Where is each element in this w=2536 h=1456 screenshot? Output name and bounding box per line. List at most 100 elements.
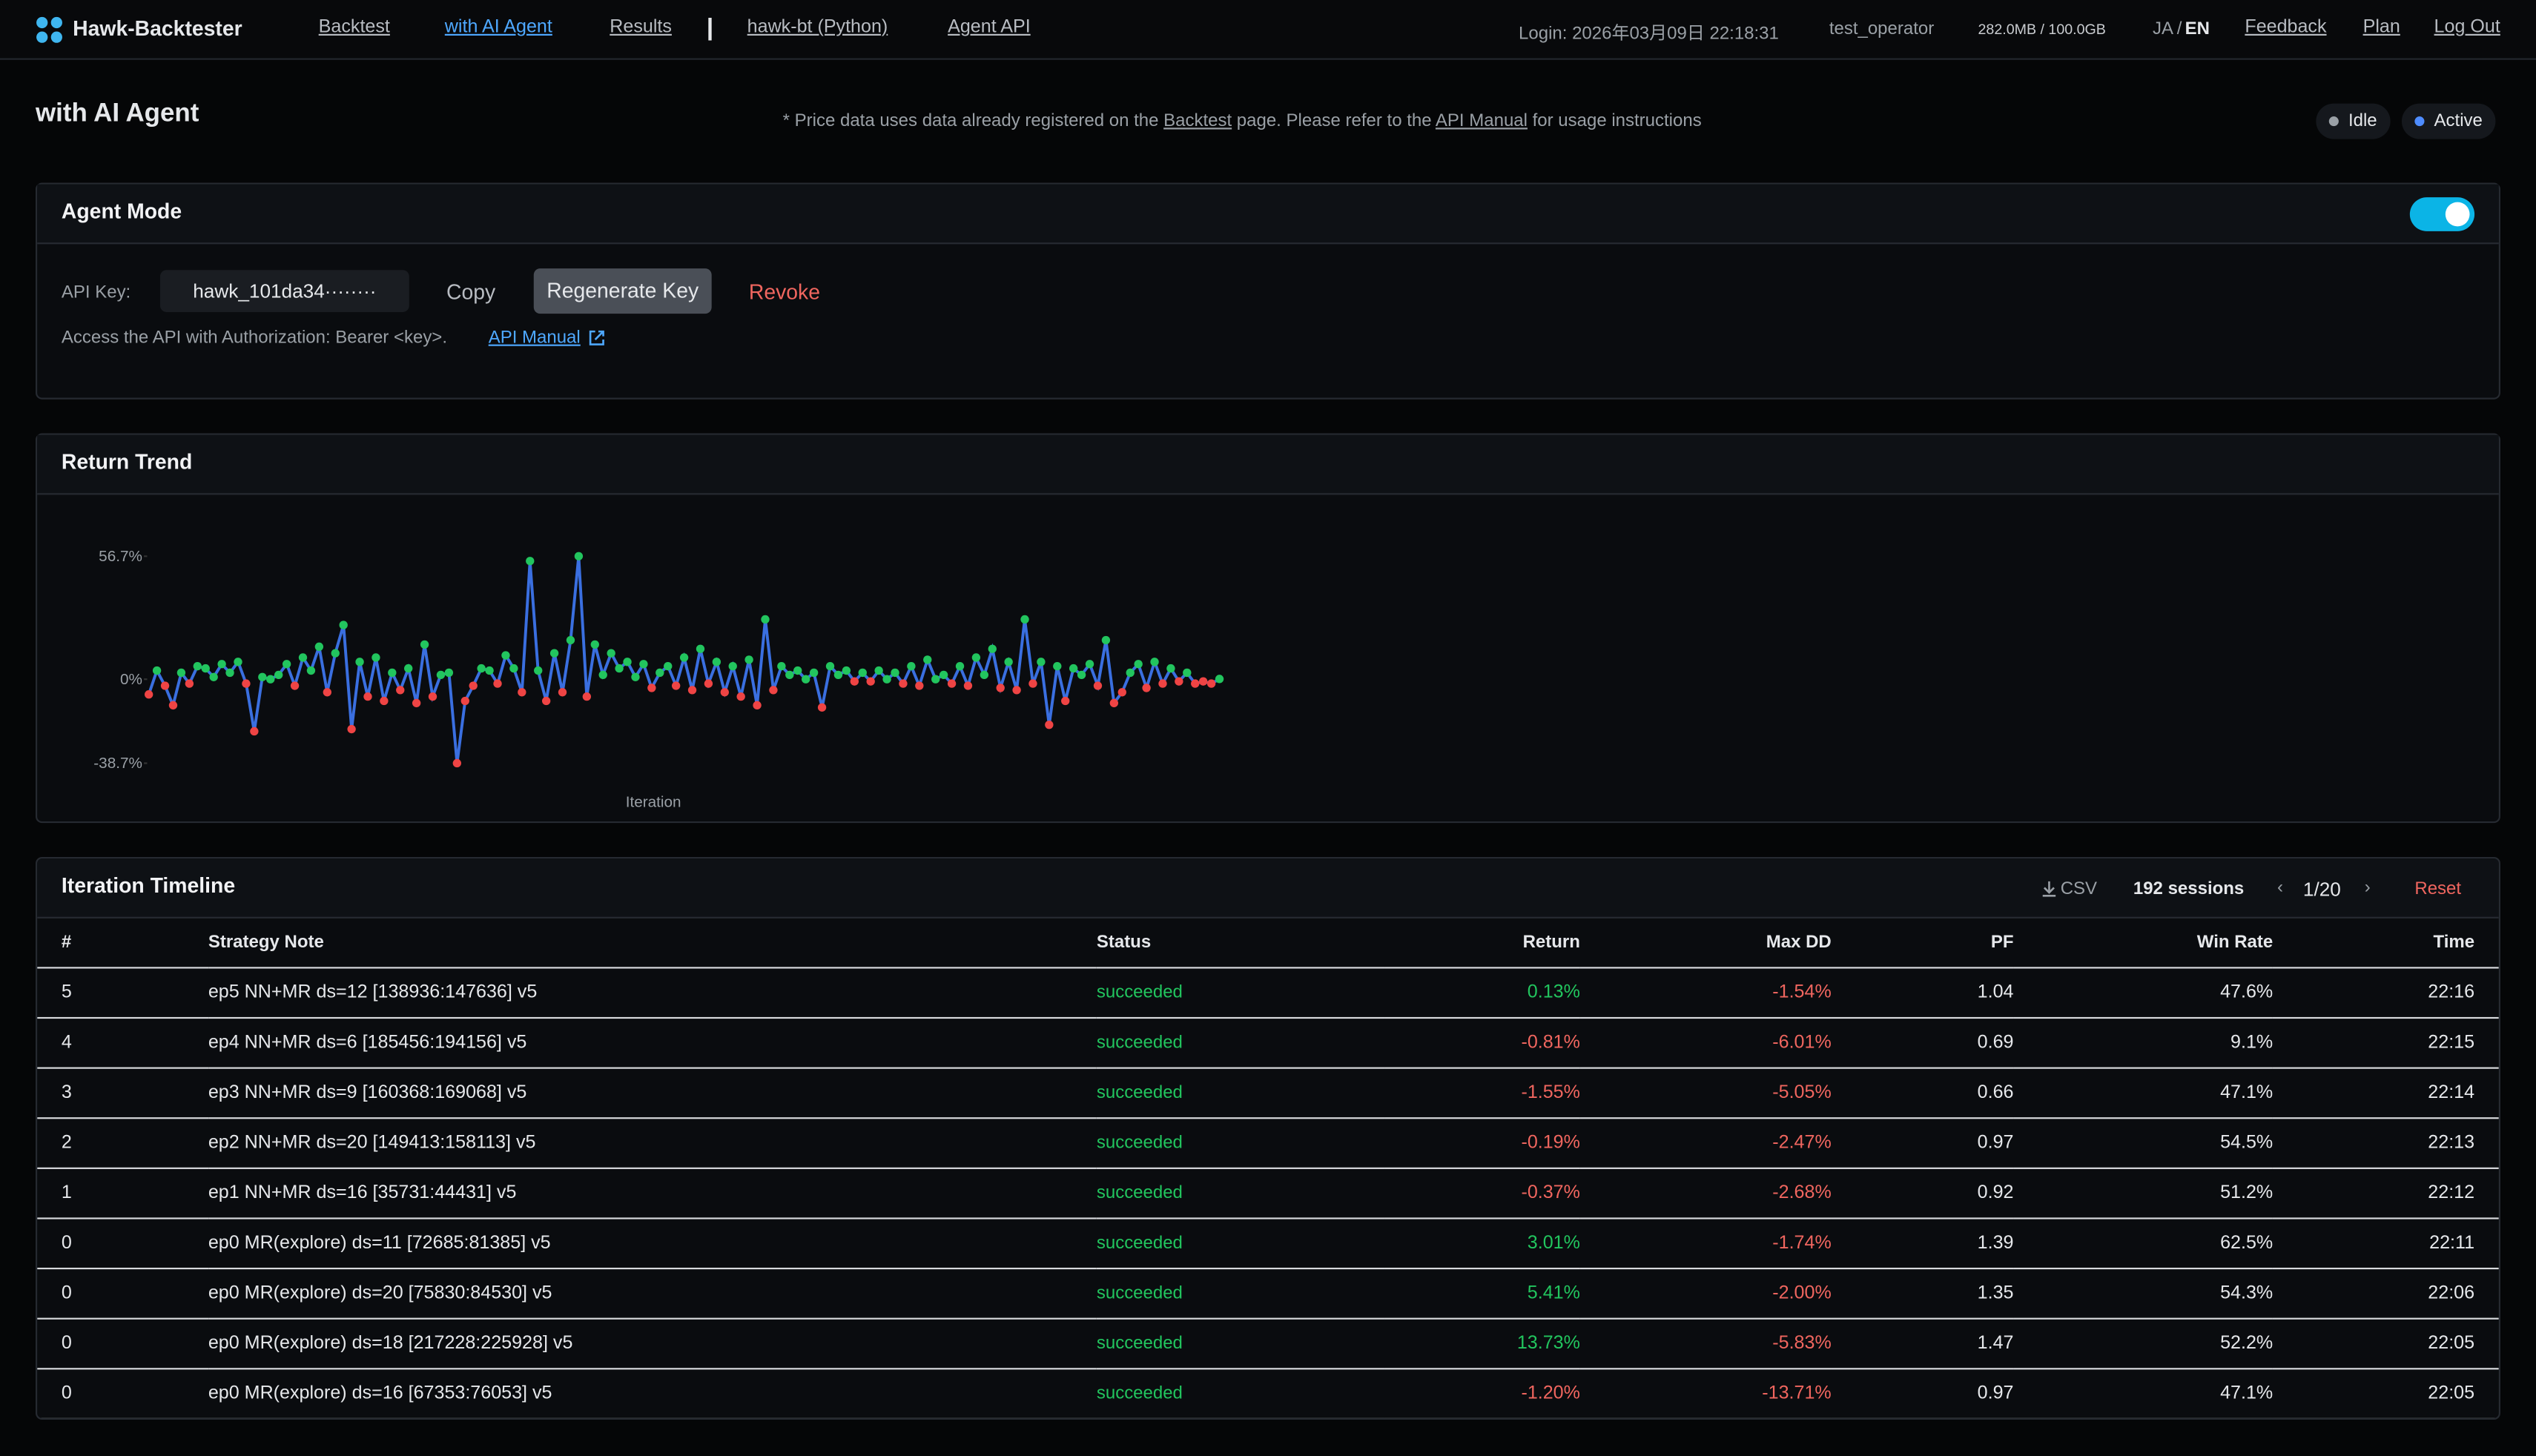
- nav-link[interactable]: with AI Agent: [444, 17, 552, 38]
- data-point: [647, 684, 656, 692]
- table-cell: 54.3%: [2220, 1283, 2274, 1303]
- lang-en[interactable]: EN: [2185, 19, 2210, 39]
- column-header: Max DD: [1766, 933, 1832, 953]
- api-key-field[interactable]: hawk_101da34········: [159, 270, 409, 312]
- data-point: [209, 672, 218, 681]
- data-point: [558, 688, 567, 697]
- table-row: 2 ep2 NN+MR ds=20 [149413:158113] v5 succe…: [37, 1118, 2499, 1168]
- data-point: [631, 672, 640, 681]
- header-row: # Strategy Note Status Return Max DD PF Win Ra…: [37, 919, 2499, 968]
- next-page[interactable]: ›: [2364, 878, 2371, 898]
- help-link[interactable]: API Manual: [488, 328, 581, 348]
- table-cell: 3: [61, 1083, 72, 1103]
- column-header: Return: [1522, 933, 1580, 953]
- data-point: [623, 658, 632, 666]
- prev-page[interactable]: ‹: [2276, 878, 2283, 898]
- data-point: [744, 655, 753, 664]
- nav-link[interactable]: Log Out: [2434, 17, 2500, 38]
- data-point: [1126, 668, 1135, 678]
- data-point: [785, 670, 794, 680]
- reset-button[interactable]: Reset: [2414, 879, 2462, 899]
- logo: [36, 16, 62, 43]
- table-cell: 9.1%: [2230, 1033, 2274, 1053]
- notice-text: for usage instructions: [1527, 111, 1702, 131]
- revoke-button[interactable]: Revoke: [748, 279, 820, 305]
- table-cell: 1.35: [1977, 1283, 2014, 1303]
- table-cell: 0: [61, 1334, 72, 1354]
- table-cell: 1.39: [1977, 1234, 2014, 1254]
- table-cell: ep2 NN+MR ds=20 [149413:158113] v5: [208, 1133, 536, 1154]
- data-point: [574, 552, 584, 560]
- table-cell: succeeded: [1096, 1033, 1183, 1053]
- data-point: [1037, 658, 1046, 666]
- data-point: [1101, 635, 1111, 645]
- data-point: [160, 681, 170, 690]
- table-cell: -2.68%: [1772, 1183, 1832, 1203]
- table-cell: succeeded: [1096, 1183, 1183, 1203]
- status-pill: Idle: [2316, 103, 2391, 139]
- data-point: [282, 660, 291, 669]
- data-point: [501, 651, 510, 660]
- table-cell: -1.20%: [1521, 1384, 1580, 1404]
- regenerate-button[interactable]: Regenerate Key: [533, 268, 712, 314]
- data-point: [582, 692, 592, 701]
- data-point: [1077, 670, 1086, 680]
- data-point: [306, 666, 316, 675]
- column-header: Time: [2433, 933, 2475, 953]
- table-cell: 0.92: [1977, 1183, 2014, 1203]
- toggle[interactable]: [2409, 197, 2475, 231]
- nav-link[interactable]: Agent API: [948, 17, 1031, 38]
- data-point: [980, 670, 989, 680]
- data-point: [915, 681, 924, 690]
- timeline-table: # Strategy Note Status Return Max DD PF Win Ra…: [37, 919, 2499, 1418]
- data-point: [509, 664, 518, 673]
- nav-link[interactable]: Feedback: [2245, 17, 2327, 38]
- data-point: [428, 692, 437, 701]
- data-point: [372, 653, 380, 662]
- data-point: [1004, 658, 1013, 666]
- data-point: [679, 653, 689, 662]
- nav-link[interactable]: Results: [610, 17, 672, 38]
- table-row: 0 ep0 MR(explore) ds=20 [75830:84530] v5 s…: [37, 1268, 2499, 1319]
- nav-link[interactable]: hawk-bt (Python): [747, 17, 888, 38]
- table-cell: 0: [61, 1234, 72, 1254]
- copy-button[interactable]: Copy: [446, 279, 496, 305]
- data-point: [1191, 679, 1200, 688]
- table-cell: 51.2%: [2220, 1183, 2274, 1203]
- data-point: [493, 679, 502, 688]
- data-point: [355, 658, 364, 666]
- data-point: [314, 642, 324, 652]
- data-point: [753, 701, 762, 710]
- data-point: [396, 686, 405, 695]
- notice-link[interactable]: Backtest: [1163, 111, 1232, 131]
- data-point: [1093, 681, 1103, 690]
- csv-button[interactable]: CSV: [2060, 879, 2098, 899]
- status-pill: Active: [2401, 103, 2496, 139]
- table-cell: 47.1%: [2220, 1384, 2274, 1404]
- column-header: Strategy Note: [208, 933, 324, 953]
- lang-ja[interactable]: JA: [2153, 19, 2174, 39]
- status-label: Active: [2434, 111, 2483, 131]
- notice-link[interactable]: API Manual: [1435, 111, 1528, 131]
- table-cell: 22:11: [2429, 1234, 2475, 1254]
- data-point: [817, 703, 827, 712]
- data-point: [380, 696, 389, 706]
- data-point: [671, 681, 681, 690]
- table-cell: 22:15: [2428, 1033, 2475, 1053]
- column-header: #: [61, 933, 72, 953]
- nav-link[interactable]: Backtest: [318, 17, 390, 38]
- return-trend-card: Return Trend: [35, 433, 2500, 824]
- table-cell: 13.73%: [1516, 1334, 1580, 1354]
- separator: [708, 17, 711, 41]
- table-row: 0 ep0 MR(explore) ds=16 [67353:76053] v5 s…: [37, 1369, 2499, 1418]
- data-point: [323, 688, 331, 697]
- data-point: [444, 668, 454, 678]
- data-point: [1215, 675, 1224, 684]
- data-point: [907, 661, 916, 671]
- brand[interactable]: Hawk-Backtester: [73, 16, 242, 41]
- notice: * Price data uses data already registere…: [783, 111, 1702, 130]
- data-point: [274, 670, 283, 680]
- nav-link[interactable]: Plan: [2362, 17, 2400, 38]
